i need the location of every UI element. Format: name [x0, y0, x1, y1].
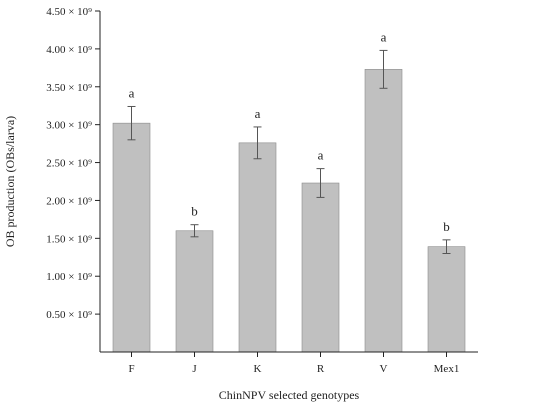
x-tick-label: J — [192, 363, 197, 375]
y-axis-title: OB production (OBs/larva) — [3, 116, 17, 247]
bar-v — [364, 69, 403, 353]
significance-label: a — [129, 85, 135, 100]
y-axis-ticks: 0.50 × 10⁹ 1.00 × 10⁹ 1.50 × 10⁹ 2.00 × 10⁹… — [46, 6, 100, 321]
x-tick-label: K — [254, 363, 262, 375]
significance-label: b — [191, 204, 198, 219]
significance-label: a — [255, 106, 261, 121]
bar-r — [301, 182, 340, 353]
y-tick-label: 4.50 × 10⁹ — [46, 6, 92, 18]
x-axis-ticks: F J K R V Mex1 — [128, 352, 459, 375]
x-tick-label: R — [317, 363, 325, 375]
significance-label: b — [443, 219, 450, 234]
significance-label: a — [381, 29, 387, 44]
x-tick-label: V — [380, 363, 388, 375]
y-tick-label: 3.50 × 10⁹ — [46, 82, 92, 94]
x-axis-title: ChinNPV selected genotypes — [219, 388, 360, 402]
y-tick-label: 3.00 × 10⁹ — [46, 120, 92, 132]
y-tick-label: 0.50 × 10⁹ — [46, 309, 92, 321]
x-tick-label: Mex1 — [434, 363, 460, 375]
y-tick-label: 2.50 × 10⁹ — [46, 158, 92, 170]
plot-area: a b a a a b — [112, 29, 466, 353]
x-tick-label: F — [128, 363, 134, 375]
bar-mex1 — [427, 246, 466, 353]
significance-label: a — [318, 148, 324, 163]
y-tick-label: 1.00 × 10⁹ — [46, 271, 92, 283]
bar-j — [175, 230, 214, 353]
bar-f — [112, 122, 151, 353]
bar-k — [238, 142, 277, 353]
y-tick-label: 4.00 × 10⁹ — [46, 44, 92, 56]
y-tick-label: 1.50 × 10⁹ — [46, 233, 92, 245]
y-tick-label: 2.00 × 10⁹ — [46, 195, 92, 207]
